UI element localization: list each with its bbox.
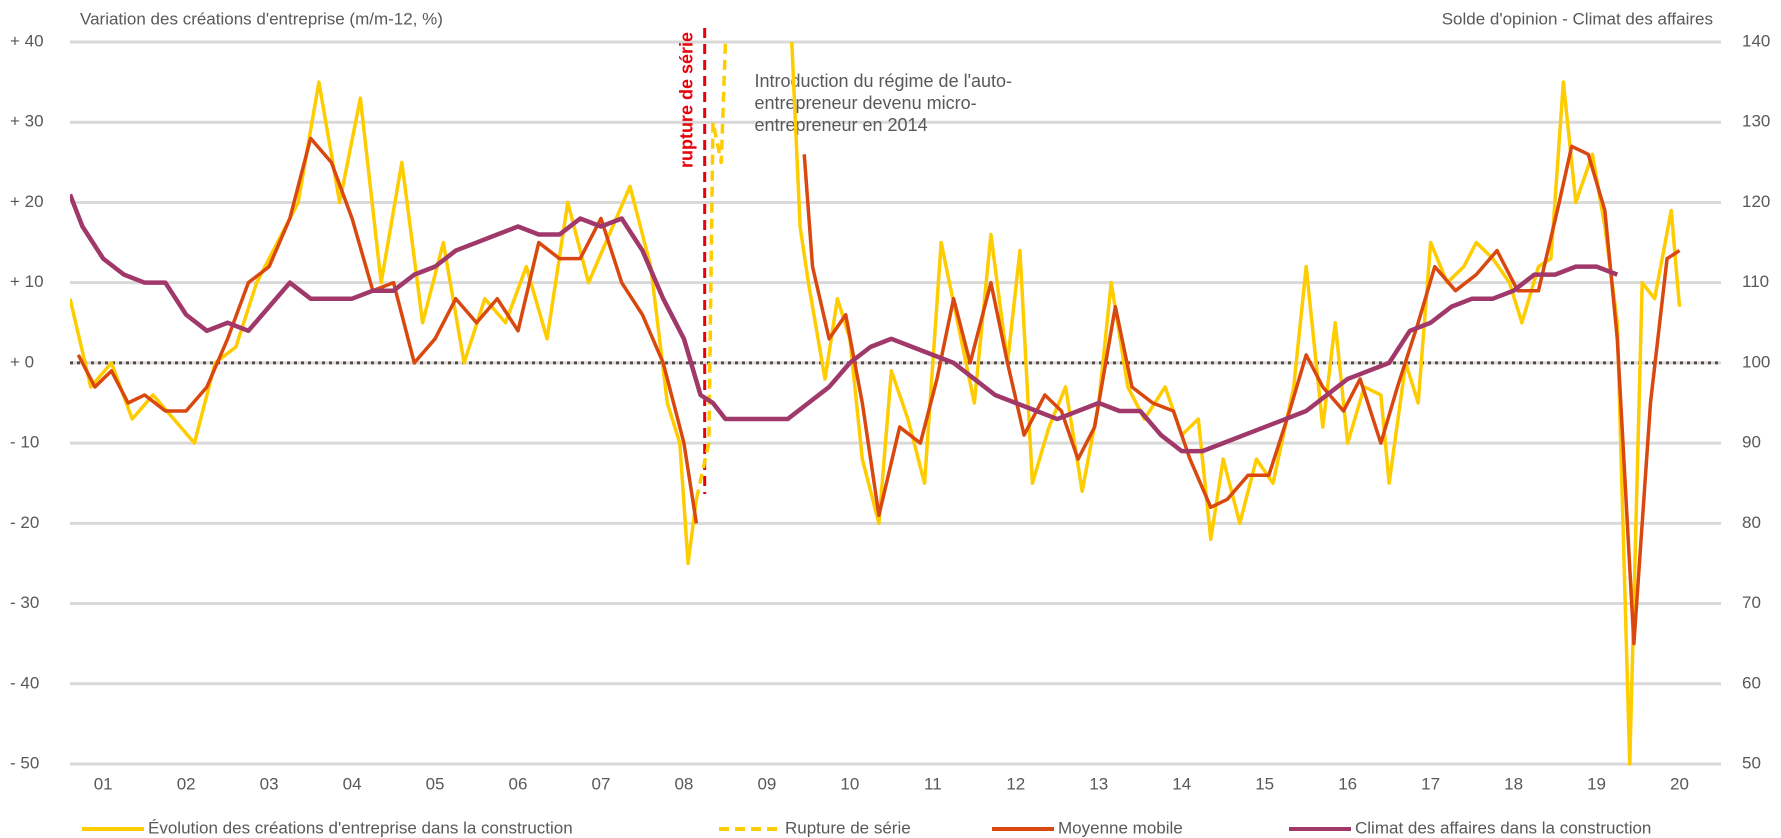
x-tick-label: 10 (840, 774, 859, 793)
y-axis-title: Variation des créations d'entreprise (m/… (80, 9, 443, 28)
x-tick-label: 11 (924, 774, 942, 793)
x-tick-label: 05 (426, 774, 445, 793)
y2-tick-label: 90 (1742, 433, 1761, 452)
annotation-text: Introduction du régime de l'auto- (754, 71, 1012, 91)
x-tick-label: 18 (1504, 774, 1523, 793)
x-tick-label: 16 (1338, 774, 1357, 793)
y2-axis-title: Solde d'opinion - Climat des affaires (1442, 9, 1713, 28)
x-tick-label: 20 (1670, 774, 1689, 793)
legend-label: Moyenne mobile (1058, 818, 1183, 837)
y2-tick-label: 80 (1742, 513, 1761, 532)
legend-label: Rupture de série (785, 818, 911, 837)
x-tick-label: 06 (509, 774, 528, 793)
y2-tick-label: 60 (1742, 673, 1761, 692)
x-tick-label: 01 (94, 774, 113, 793)
y2-tick-label: 130 (1742, 112, 1770, 131)
x-tick-label: 09 (757, 774, 776, 793)
y-tick-label: - 30 (10, 593, 39, 612)
x-tick-label: 15 (1255, 774, 1274, 793)
series-line (76, 136, 699, 524)
series-line (70, 80, 699, 566)
y2-tick-label: 110 (1742, 272, 1769, 291)
legend-label: Évolution des créations d'entreprise dan… (148, 818, 573, 837)
series-line (70, 193, 1619, 454)
y2-tick-label: 140 (1742, 31, 1770, 50)
y-tick-label: - 40 (10, 673, 39, 692)
legend-label: Climat des affaires dans la construction (1355, 818, 1651, 837)
y-tick-label: - 50 (10, 753, 39, 772)
series-line (694, 41, 728, 500)
x-tick-label: 19 (1587, 774, 1606, 793)
x-tick-label: 04 (343, 774, 362, 793)
y2-tick-label: 100 (1742, 352, 1770, 371)
annotation-text: entrepreneur devenu micro- (754, 93, 976, 113)
x-tick-label: 02 (177, 774, 196, 793)
y-tick-label: + 10 (10, 272, 44, 291)
series-line (790, 41, 1682, 766)
y-tick-label: - 20 (10, 513, 39, 532)
y2-tick-label: 70 (1742, 593, 1761, 612)
y-tick-label: + 0 (10, 352, 34, 371)
y2-tick-label: 50 (1742, 753, 1761, 772)
x-tick-label: 13 (1089, 774, 1108, 793)
annotation-text: entrepreneur en 2014 (754, 115, 927, 135)
y-tick-label: + 30 (10, 112, 44, 131)
x-tick-label: 12 (1006, 774, 1025, 793)
x-tick-label: 08 (674, 774, 693, 793)
x-tick-label: 03 (260, 774, 279, 793)
x-tick-label: 17 (1421, 774, 1440, 793)
y-tick-label: + 40 (10, 31, 44, 50)
rupture-label: rupture de série (676, 32, 696, 168)
x-tick-label: 14 (1172, 774, 1191, 793)
y-tick-label: + 20 (10, 192, 44, 211)
x-tick-label: 07 (592, 774, 611, 793)
y2-tick-label: 120 (1742, 192, 1770, 211)
series-line (802, 144, 1681, 646)
y-tick-label: - 10 (10, 433, 39, 452)
